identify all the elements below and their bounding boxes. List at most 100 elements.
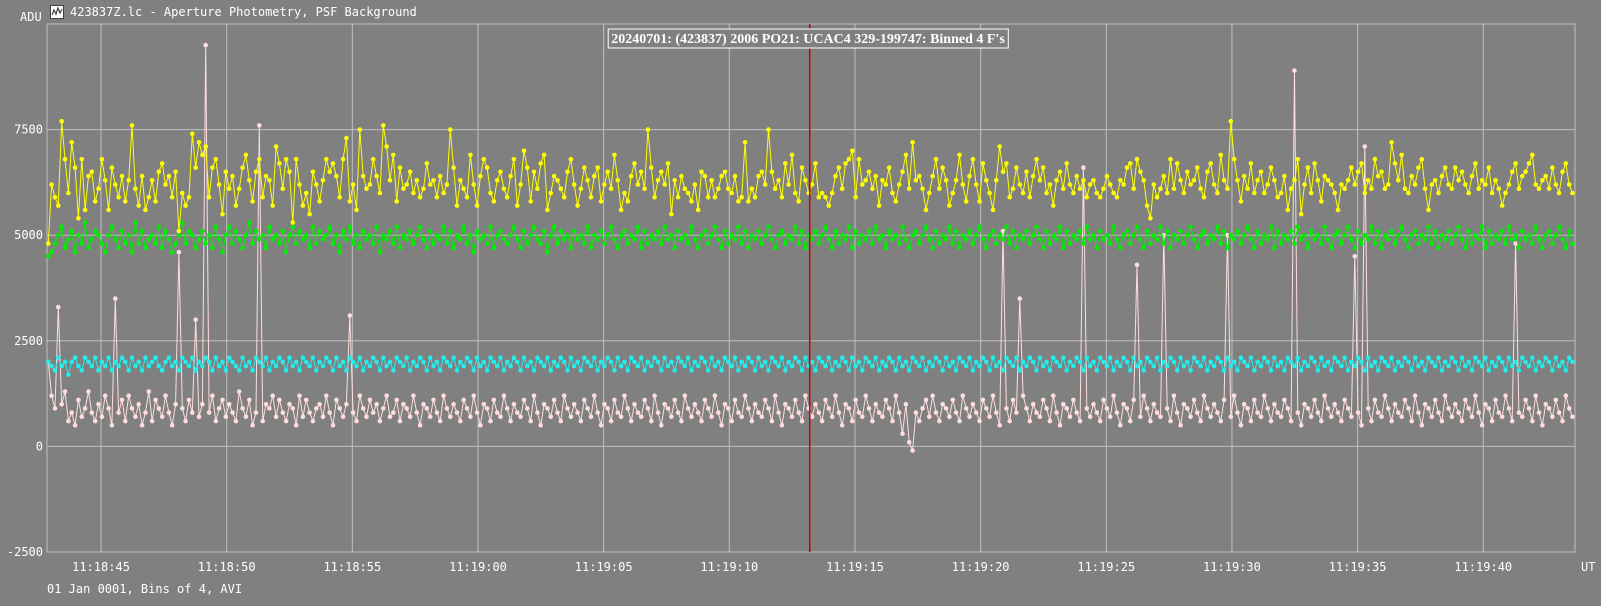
data-point-target (454, 203, 460, 208)
data-point-target (394, 199, 400, 204)
data-point-comp2 (52, 368, 58, 373)
data-point-comp2 (1164, 363, 1170, 369)
data-point-comp1 (1493, 232, 1498, 238)
data-point-comp1 (726, 241, 731, 246)
data-point-comp1 (126, 232, 131, 238)
data-point-target (786, 182, 791, 187)
data-point-comp3 (196, 414, 202, 420)
data-point-comp2 (1262, 355, 1267, 361)
data-point-comp2 (411, 359, 416, 365)
data-point-comp3 (206, 410, 212, 415)
data-point-comp2 (1332, 355, 1337, 361)
data-point-comp3 (558, 418, 564, 424)
data-point-comp2 (766, 368, 771, 373)
data-point-comp2 (290, 363, 296, 369)
data-point-comp1 (501, 237, 507, 242)
data-point-target (622, 190, 627, 196)
data-point-target (957, 152, 962, 158)
data-point-comp2 (49, 363, 54, 369)
data-point-comp1 (1164, 228, 1170, 234)
data-point-comp1 (407, 228, 413, 234)
data-point-comp2 (307, 363, 312, 369)
data-point-comp2 (970, 368, 976, 373)
data-point-comp1 (123, 241, 128, 246)
data-point-comp2 (870, 363, 875, 369)
data-point-comp3 (176, 249, 182, 255)
data-point-comp3 (876, 410, 882, 415)
data-point-comp2 (880, 359, 885, 365)
data-point-comp3 (625, 406, 631, 411)
data-point-target (850, 148, 855, 153)
data-point-target (1298, 211, 1304, 217)
data-point-comp2 (354, 363, 359, 369)
data-point-comp3 (1037, 414, 1043, 420)
data-point-comp1 (1319, 241, 1324, 246)
data-point-target (1107, 182, 1113, 187)
data-point-comp1 (766, 224, 771, 230)
data-point-comp3 (886, 406, 892, 411)
data-point-comp3 (541, 401, 547, 407)
data-point-comp2 (1550, 368, 1555, 373)
data-point-comp2 (1432, 363, 1438, 369)
data-point-target (494, 178, 500, 183)
data-point-comp2 (62, 359, 68, 365)
data-point-target (257, 156, 262, 162)
data-point-comp1 (1225, 245, 1230, 251)
data-point-comp1 (1258, 241, 1264, 246)
data-point-comp2 (1479, 363, 1485, 369)
data-point-comp1 (1111, 224, 1116, 230)
data-point-comp2 (1047, 368, 1053, 373)
data-point-comp2 (1355, 355, 1361, 361)
data-point-comp3 (86, 389, 91, 394)
x-tick-label: 11:18:45 (72, 560, 130, 574)
data-point-comp1 (963, 237, 969, 242)
data-point-comp3 (1151, 401, 1157, 407)
data-point-comp3 (1335, 410, 1341, 415)
data-point-target (1124, 165, 1130, 170)
data-point-comp3 (612, 397, 617, 403)
data-point-comp3 (1412, 393, 1418, 399)
data-point-comp1 (1148, 241, 1153, 246)
data-point-comp2 (330, 368, 336, 373)
data-point-target (816, 194, 822, 200)
data-point-comp1 (605, 232, 610, 238)
data-point-target (1064, 161, 1069, 166)
data-point-comp3 (1231, 393, 1237, 399)
data-point-comp2 (1057, 363, 1063, 369)
data-point-target (739, 194, 744, 200)
data-point-target (1530, 152, 1535, 158)
data-point-comp3 (481, 401, 487, 407)
data-point-comp1 (431, 241, 436, 246)
data-point-comp3 (1074, 410, 1079, 415)
data-point-comp3 (551, 397, 557, 403)
data-point-target (293, 156, 299, 162)
data-point-comp3 (628, 418, 634, 424)
data-point-comp3 (1027, 418, 1033, 424)
data-point-comp1 (1077, 228, 1083, 234)
data-point-target (608, 186, 614, 191)
data-point-comp2 (1141, 368, 1146, 373)
data-point-comp3 (96, 401, 101, 407)
data-point-comp2 (535, 355, 540, 361)
data-point-comp2 (602, 363, 607, 369)
data-point-target (1027, 194, 1033, 200)
data-point-comp3 (813, 401, 818, 407)
data-point-comp2 (86, 359, 91, 365)
data-point-comp2 (156, 363, 162, 369)
data-point-target (923, 207, 929, 213)
data-point-target (1198, 186, 1203, 191)
data-point-comp3 (769, 418, 775, 424)
data-point-target (1566, 182, 1572, 187)
data-point-target (940, 165, 945, 170)
data-point-comp1 (628, 232, 634, 238)
data-point-comp1 (1329, 245, 1334, 251)
data-point-comp1 (56, 232, 61, 238)
data-point-comp1 (829, 245, 835, 251)
x-tick-label: 11:19:35 (1329, 560, 1387, 574)
data-point-comp3 (819, 418, 825, 424)
data-point-comp3 (1509, 418, 1515, 424)
data-point-target (129, 123, 135, 128)
data-point-comp2 (444, 359, 450, 365)
data-point-comp1 (1081, 241, 1086, 246)
